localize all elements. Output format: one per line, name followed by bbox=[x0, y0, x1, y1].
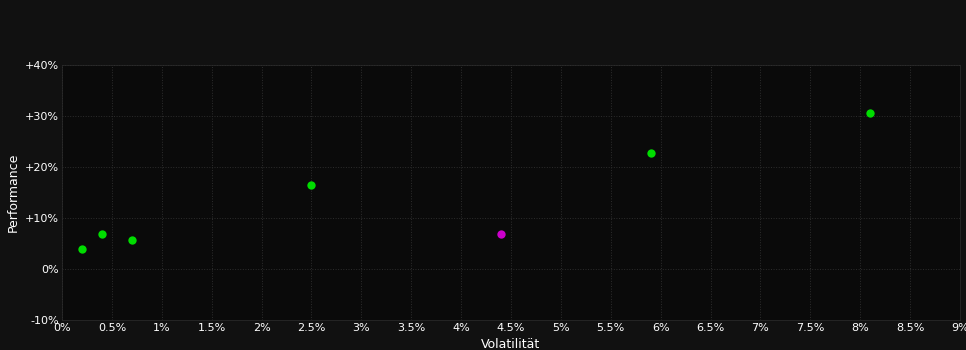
Point bbox=[94, 231, 109, 237]
Point bbox=[303, 182, 319, 188]
X-axis label: Volatilität: Volatilität bbox=[481, 338, 541, 350]
Point bbox=[863, 111, 878, 116]
Point bbox=[494, 231, 509, 237]
Point bbox=[643, 150, 659, 155]
Point bbox=[74, 246, 90, 251]
Point bbox=[124, 237, 139, 243]
Y-axis label: Performance: Performance bbox=[7, 153, 19, 232]
